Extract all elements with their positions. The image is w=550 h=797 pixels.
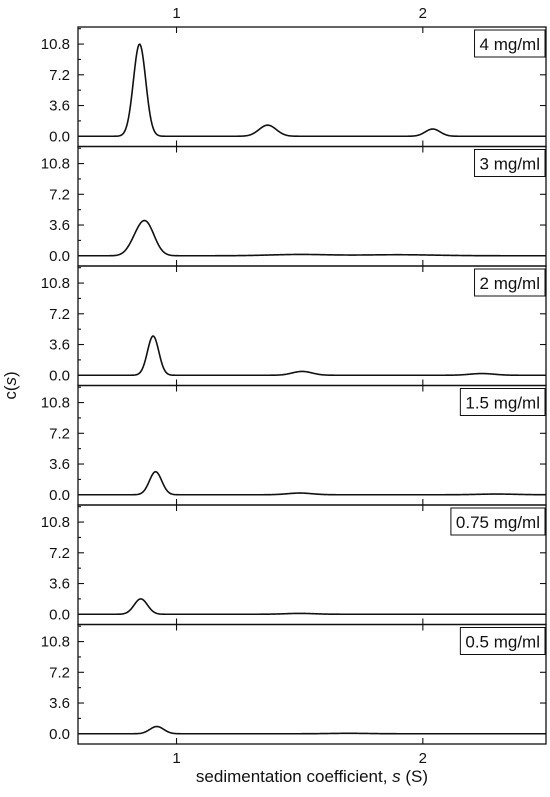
y-tick-label: 7.2 xyxy=(49,67,70,84)
y-tick-label: 0.0 xyxy=(49,367,70,384)
y-tick-label: 7.2 xyxy=(49,186,70,203)
cs-trace xyxy=(78,470,547,496)
y-tick-label: 0.0 xyxy=(49,248,70,265)
y-tick-label: 3.6 xyxy=(49,98,70,115)
y-tick-label: 3.6 xyxy=(49,337,70,354)
y-tick-label: 0.0 xyxy=(49,606,70,623)
y-tick-label: 3.6 xyxy=(49,217,70,234)
y-tick-label: 7.2 xyxy=(49,425,70,442)
concentration-label: 3 mg/ml xyxy=(480,155,540,174)
panel-stack: 0.0 3.6 7.2 10.8 4 mg/ml 0.0 3.6 7.2 10.8 3 mg/ml… xyxy=(41,26,547,745)
cs-trace xyxy=(78,219,546,257)
y-tick-label: 7.2 xyxy=(49,306,70,323)
x-tick-label-top: 1 xyxy=(172,5,180,22)
y-tick-label: 3.6 xyxy=(49,695,70,712)
x-tick-label: 2 xyxy=(419,750,427,767)
x-tick-label: 1 xyxy=(172,750,180,767)
y-tick-label: 0.0 xyxy=(49,726,70,743)
concentration-label-box xyxy=(474,149,546,177)
panel: 0.0 3.6 7.2 10.8 0.75 mg/ml xyxy=(41,504,547,626)
y-tick-label: 10.8 xyxy=(41,395,70,412)
y-tick-label: 0.0 xyxy=(49,128,70,145)
y-tick-label: 7.2 xyxy=(49,545,70,562)
concentration-label-box xyxy=(450,507,546,536)
x-tick-label-top: 2 xyxy=(419,5,427,22)
y-tick-label: 10.8 xyxy=(41,36,70,53)
concentration-label: 4 mg/ml xyxy=(480,35,540,54)
y-tick-label: 7.2 xyxy=(49,664,70,681)
y-tick-label: 3.6 xyxy=(49,456,70,473)
concentration-label: 2 mg/ml xyxy=(480,274,540,293)
concentration-label: 0.75 mg/ml xyxy=(456,513,540,532)
concentration-label: 1.5 mg/ml xyxy=(465,394,540,413)
y-axis-title: c(s) xyxy=(1,371,20,399)
y-tick-label: 10.8 xyxy=(41,156,70,173)
y-tick-label: 10.8 xyxy=(41,634,70,651)
cs-trace xyxy=(78,598,546,616)
concentration-label: 0.5 mg/ml xyxy=(465,633,540,652)
y-tick-label: 10.8 xyxy=(41,275,70,292)
cs-trace xyxy=(78,43,546,138)
concentration-label-box xyxy=(459,388,546,416)
panel-frame xyxy=(77,623,547,745)
concentration-label-box xyxy=(474,29,546,58)
panel: 0.0 3.6 7.2 10.8 1.5 mg/ml xyxy=(41,384,547,506)
y-tick-label: 0.0 xyxy=(49,487,70,504)
y-tick-label: 3.6 xyxy=(49,576,70,593)
panel: 0.0 3.6 7.2 10.8 0.5 mg/ml xyxy=(41,623,547,745)
panel: 0.0 3.6 7.2 10.8 2 mg/ml xyxy=(41,265,547,387)
y-tick-label: 10.8 xyxy=(41,514,70,531)
cs-trace xyxy=(78,335,546,377)
x-axis-title: sedimentation coefficient, s (S) xyxy=(196,767,428,786)
panel: 0.0 3.6 7.2 10.8 4 mg/ml xyxy=(41,26,547,148)
panel: 0.0 3.6 7.2 10.8 3 mg/ml xyxy=(41,145,547,267)
concentration-label-box xyxy=(474,268,546,297)
cs-trace xyxy=(78,725,546,735)
concentration-label-box xyxy=(459,627,546,655)
